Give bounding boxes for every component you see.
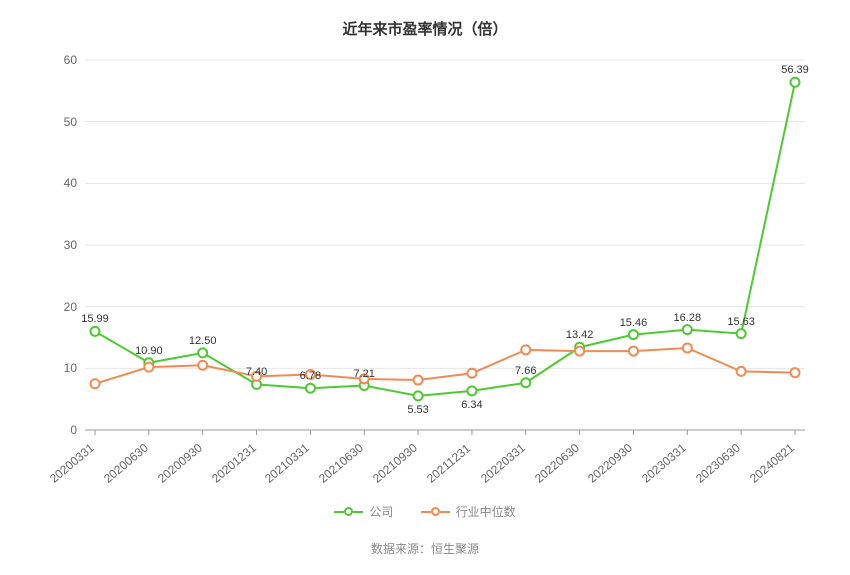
data-point-label: 7.21 xyxy=(354,368,375,380)
data-point-label: 15.63 xyxy=(727,316,755,328)
chart-svg xyxy=(85,60,805,430)
legend-marker-industry xyxy=(421,507,450,516)
y-tick-label: 30 xyxy=(37,238,77,252)
data-source-label: 数据来源：恒生聚源 xyxy=(0,540,850,557)
data-point-label: 16.28 xyxy=(674,312,702,324)
x-tick-label: 20220331 xyxy=(478,441,528,486)
x-tick-label: 20220930 xyxy=(585,441,635,486)
y-tick-label: 60 xyxy=(37,53,77,67)
x-tick-label: 20211231 xyxy=(424,441,473,485)
x-tick-label: 20200630 xyxy=(101,441,151,486)
x-tick-label: 20210331 xyxy=(262,441,312,486)
legend-line-company-2 xyxy=(353,511,363,513)
legend-item-industry: 行业中位数 xyxy=(421,503,516,520)
x-tick-label: 20210930 xyxy=(370,441,420,486)
data-point-label: 13.42 xyxy=(566,329,594,341)
x-tick-label: 20210630 xyxy=(316,441,366,486)
chart-legend: 公司 行业中位数 xyxy=(0,502,850,521)
x-tick-label: 20200331 xyxy=(47,441,97,486)
data-point-label: 12.50 xyxy=(189,335,217,347)
y-tick-label: 0 xyxy=(37,423,77,437)
data-point-label: 10.90 xyxy=(135,345,163,357)
x-tick-label: 20220630 xyxy=(532,441,582,486)
data-point-label: 6.34 xyxy=(461,399,482,411)
data-point-label: 15.99 xyxy=(81,313,109,325)
x-tick-label: 20230331 xyxy=(639,441,689,486)
x-tick-label: 20201231 xyxy=(209,441,259,486)
chart-plot-area: 0102030405060202003312020063020200930202… xyxy=(85,60,805,430)
legend-item-company: 公司 xyxy=(334,503,393,520)
x-tick-label: 20240821 xyxy=(747,441,797,486)
legend-label-industry: 行业中位数 xyxy=(456,503,516,520)
legend-label-company: 公司 xyxy=(369,503,393,520)
legend-circle-company xyxy=(344,507,353,516)
y-tick-label: 20 xyxy=(37,300,77,314)
y-tick-label: 10 xyxy=(37,361,77,375)
data-point-label: 56.39 xyxy=(781,64,809,76)
legend-circle-industry xyxy=(431,507,440,516)
x-tick-label: 20200930 xyxy=(155,441,205,486)
x-tick-label: 20230630 xyxy=(693,441,743,486)
y-tick-label: 40 xyxy=(37,176,77,190)
chart-title: 近年来市盈率情况（倍） xyxy=(0,0,850,39)
legend-line-industry xyxy=(421,511,431,513)
legend-marker-company xyxy=(334,507,363,516)
data-point-label: 15.46 xyxy=(620,317,648,329)
data-point-label: 6.78 xyxy=(300,370,321,382)
legend-line-industry-2 xyxy=(440,511,450,513)
y-tick-label: 50 xyxy=(37,115,77,129)
data-point-label: 7.66 xyxy=(515,365,536,377)
data-point-label: 5.53 xyxy=(407,404,428,416)
legend-line-company xyxy=(334,511,344,513)
data-point-label: 7.40 xyxy=(246,366,267,378)
